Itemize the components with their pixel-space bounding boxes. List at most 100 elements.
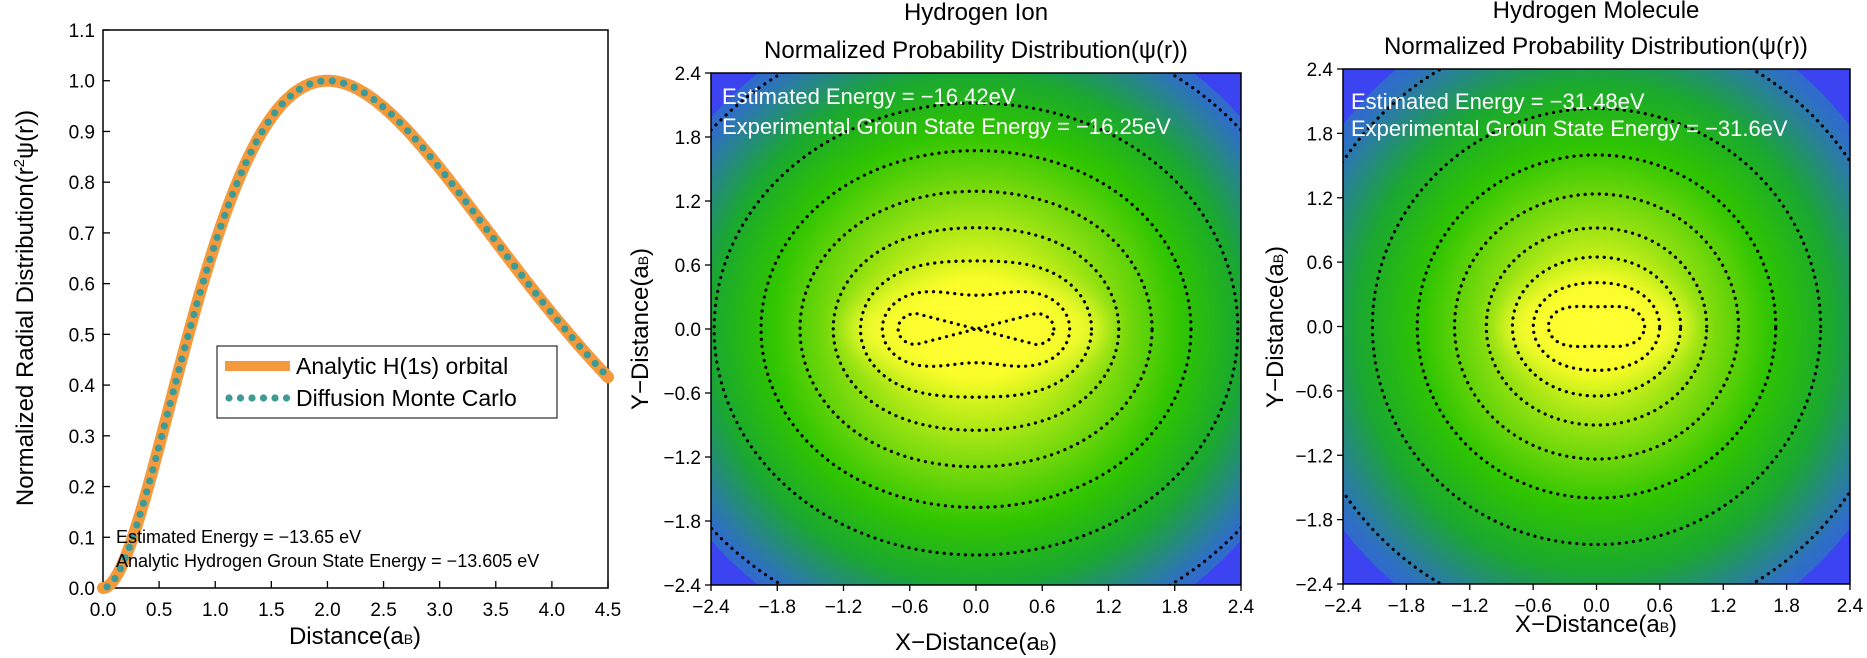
dmc-point (497, 244, 505, 252)
experimental-energy-annotation: Experimental Groun State Energy = −31.6e… (1351, 116, 1788, 141)
contour-line (858, 259, 1094, 399)
x-tick-label: 0.5 (146, 600, 172, 621)
hydrogen-molecule-heatmap: Hydrogen Molecule Normalized Probability… (1262, 0, 1864, 638)
dmc-point (379, 102, 387, 111)
radial-distribution-chart: 0.0 0.5 1.0 1.5 2.0 2.5 3.0 3.5 4.0 4.5 0.0 0.1 0.2… (11, 21, 621, 650)
dmc-point (271, 109, 279, 117)
y-tick-label: −1.8 (1295, 511, 1333, 532)
dmc-point (295, 85, 304, 93)
x-tick-label: 1.8 (1773, 596, 1799, 617)
legend-dmc-dot (236, 394, 245, 402)
contour-line (1484, 226, 1709, 427)
x-tick-label: −0.6 (891, 597, 929, 618)
dmc-point (152, 454, 160, 463)
y-axis-title: Normalized Radial Distribution(r2ψ(r)) (11, 110, 39, 506)
dmc-point (455, 189, 463, 197)
dmc-point (518, 271, 526, 279)
y-tick-label: −0.6 (1295, 382, 1333, 403)
y-tick-label: 0.6 (69, 275, 95, 296)
dmc-point (187, 321, 195, 330)
dmc-point (539, 298, 547, 306)
y-axis-ticks: −2.4 −1.8 −1.2 −0.6 0.0 0.6 1.2 1.8 2.4 (1295, 60, 1343, 596)
experimental-energy-annotation: Experimental Groun State Energy = −16.25… (722, 114, 1171, 139)
x-tick-label: 4.5 (595, 600, 621, 621)
x-tick-label: −1.2 (825, 597, 863, 618)
dmc-point (209, 244, 218, 252)
x-tick-label: 2.5 (370, 600, 396, 621)
x-tick-label: 3.0 (426, 600, 452, 621)
dmc-point (193, 300, 201, 308)
dmc-point (462, 198, 470, 206)
contour-line (831, 226, 1121, 432)
y-tick-label: 2.4 (1307, 60, 1334, 81)
dmc-point (178, 355, 186, 363)
dmc-point (278, 100, 286, 108)
contour-line (798, 189, 1154, 469)
y-axis-title: Y−Distance(aB) (1262, 246, 1289, 408)
hydrogen-molecule-subtitle: Normalized Probability Distribution(ψ(r)… (1384, 33, 1808, 60)
x-tick-label: −1.8 (758, 597, 796, 618)
dmc-point (404, 127, 412, 135)
dmc-point (206, 255, 214, 264)
x-tick-label: 0.6 (1029, 597, 1055, 618)
y-tick-label: 0.1 (69, 528, 95, 549)
estimated-energy-annotation: Estimated Energy = −13.65 eV (116, 527, 361, 547)
dmc-point (181, 344, 189, 352)
dmc-point (237, 169, 245, 177)
dmc-point (228, 190, 237, 198)
y-tick-label: 1.2 (675, 192, 701, 213)
x-tick-label: −1.2 (1451, 596, 1489, 617)
x-tick-label: 3.5 (483, 600, 509, 621)
dmc-point (166, 399, 174, 408)
dmc-point (433, 161, 442, 170)
y-tick-label: −1.2 (1295, 446, 1333, 467)
y-tick-label: 0.3 (69, 427, 95, 448)
dmc-point (111, 574, 119, 583)
dmc-point (203, 266, 211, 274)
density-core (846, 279, 1106, 379)
x-tick-label: 0.0 (90, 600, 116, 621)
contour-line (1415, 153, 1778, 500)
y-tick-label: 0.4 (69, 376, 96, 397)
dmc-point (448, 180, 456, 188)
y-tick-label: −1.8 (663, 512, 701, 533)
y-tick-label: 0.8 (69, 173, 95, 194)
heatmap-field (1343, 69, 1850, 584)
y-axis-title: Y−Distance(aB) (627, 248, 654, 410)
x-tick-label: 1.0 (202, 600, 228, 621)
dmc-point (175, 366, 183, 374)
x-tick-label: 1.2 (1710, 596, 1736, 617)
y-tick-label: 0.0 (69, 579, 95, 600)
legend-dmc-dot (225, 394, 233, 402)
dmc-point (146, 477, 154, 485)
dmc-point (242, 159, 250, 167)
dmc-point (510, 262, 519, 270)
dmc-point (591, 359, 599, 368)
dmc-point (306, 80, 314, 88)
y-tick-label: 0.2 (69, 478, 95, 499)
dmc-point (490, 234, 498, 243)
dmc-point (387, 110, 395, 118)
contour-lines (711, 73, 1241, 585)
legend-dmc-dot (271, 394, 279, 402)
y-tick-label: 1.2 (1307, 189, 1333, 210)
dmc-point (599, 368, 607, 376)
contour-lines (1343, 69, 1850, 584)
x-axis-title: X−Distance(aB) (895, 629, 1057, 656)
dmc-point (125, 543, 133, 552)
dmc-point (136, 510, 144, 518)
dmc-point (224, 201, 233, 209)
dmc-point (411, 135, 419, 143)
legend-dmc-dot (259, 394, 268, 402)
y-tick-label: 1.8 (1307, 124, 1333, 145)
legend: Analytic H(1s) orbital Diffusion Monte C… (216, 345, 558, 419)
contour-line (1531, 280, 1662, 373)
dmc-point (286, 92, 294, 100)
dmc-point (221, 211, 229, 219)
dmc-point (469, 207, 477, 215)
dmc-point (568, 333, 576, 342)
dmc-point (370, 95, 378, 104)
estimated-energy-annotation: Estimated Energy = −31.48eV (1351, 89, 1645, 114)
contour-line (880, 290, 1072, 368)
x-tick-label: 0.0 (1583, 596, 1609, 617)
